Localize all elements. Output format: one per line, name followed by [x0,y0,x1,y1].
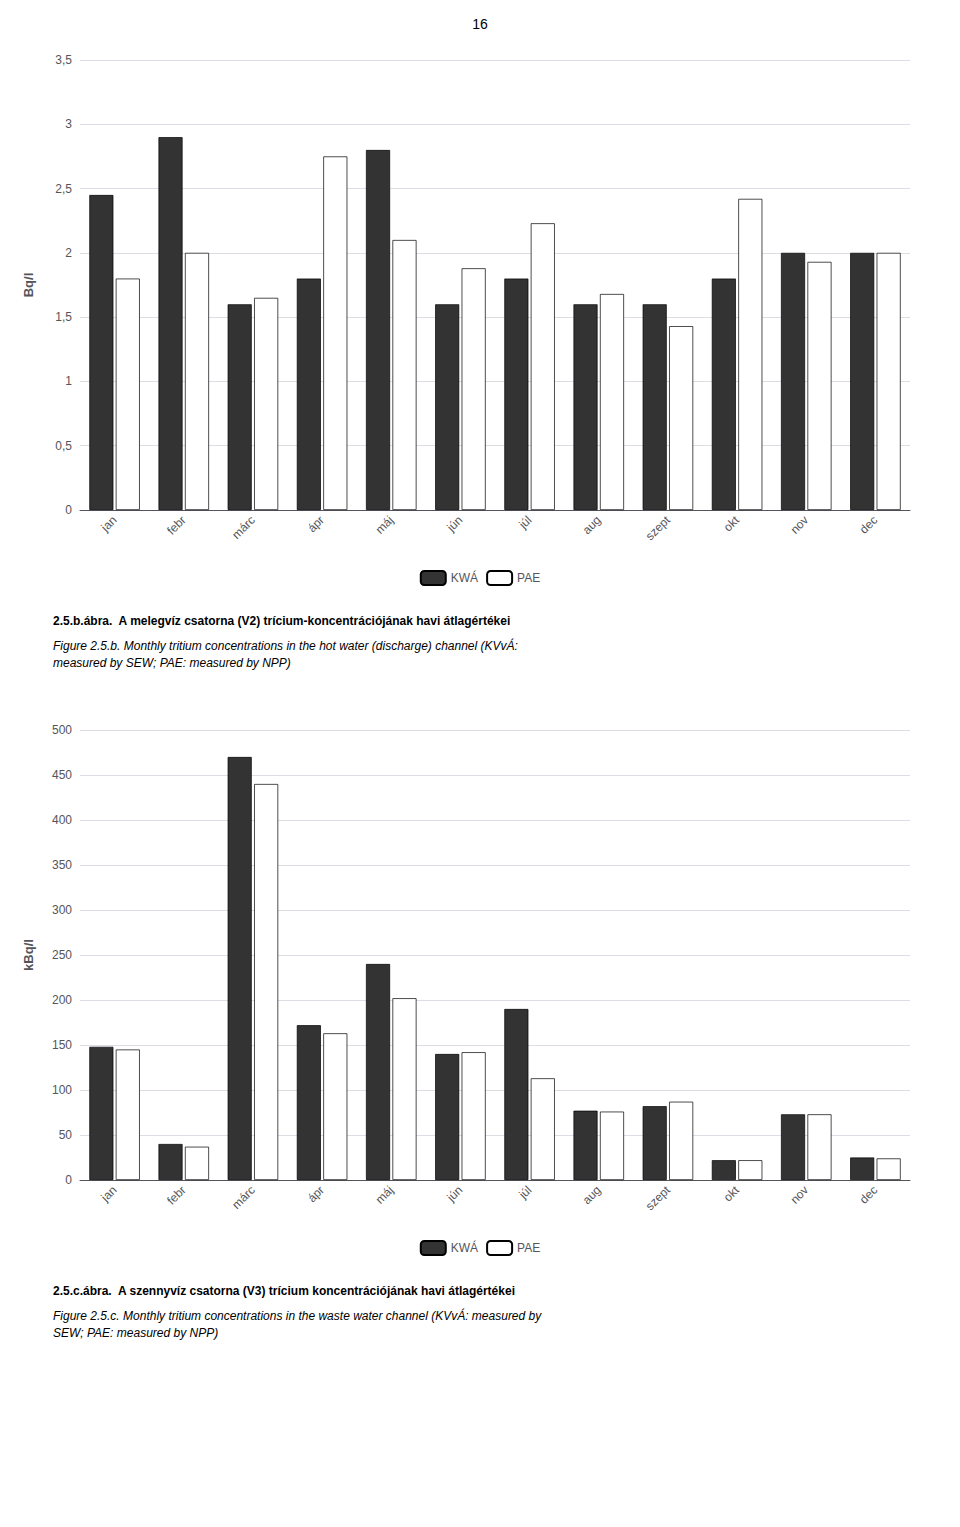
svg-text:350: 350 [52,858,72,872]
svg-text:100: 100 [52,1083,72,1097]
svg-text:aug: aug [580,513,604,537]
svg-text:0,5: 0,5 [55,439,72,453]
svg-text:okt: okt [721,1183,743,1205]
svg-text:dec: dec [857,513,881,537]
svg-text:2: 2 [65,246,72,260]
svg-text:nov: nov [788,513,812,537]
svg-text:150: 150 [52,1038,72,1052]
svg-text:200: 200 [52,993,72,1007]
svg-text:márc: márc [229,1183,258,1212]
svg-text:2,5: 2,5 [55,182,72,196]
svg-text:PAE: PAE [517,1241,540,1255]
svg-text:0: 0 [65,1173,72,1187]
svg-text:jún: jún [443,1183,465,1205]
svg-text:szept: szept [643,1183,674,1214]
svg-text:szept: szept [643,513,674,544]
svg-text:3,5: 3,5 [55,53,72,67]
svg-text:250: 250 [52,948,72,962]
svg-text:okt: okt [721,513,743,535]
svg-text:0: 0 [65,503,72,517]
svg-text:jún: jún [443,513,465,535]
svg-text:Figure 2.5.c. Monthly tritium: Figure 2.5.c. Monthly tritium concentrat… [53,1308,542,1323]
svg-text:PAE: PAE [517,571,540,585]
svg-text:300: 300 [52,903,72,917]
svg-text:SEW; PAE: measured by NPP): SEW; PAE: measured by NPP) [53,1326,218,1340]
svg-text:3: 3 [65,117,72,131]
svg-text:jan: jan [98,513,120,535]
svg-text:ápr: ápr [305,1183,327,1205]
svg-text:2.5.b.ábra. A melegvíz csator: 2.5.b.ábra. A melegvíz csatorna (V2) trí… [53,614,510,628]
svg-text:Figure 2.5.b. Monthly tritium: Figure 2.5.b. Monthly tritium concentrat… [53,638,518,653]
svg-text:máj: máj [373,1183,397,1207]
svg-text:márc: márc [229,513,258,542]
svg-text:júl: júl [515,513,534,532]
svg-text:febr: febr [164,513,189,538]
svg-text:nov: nov [788,1183,812,1207]
svg-text:500: 500 [52,723,72,737]
svg-text:1: 1 [65,374,72,388]
svg-text:aug: aug [580,1183,604,1207]
svg-text:Bq/l: Bq/l [21,273,36,298]
svg-text:júl: júl [515,1183,534,1202]
svg-text:2.5.c.ábra. A szennyvíz csato: 2.5.c.ábra. A szennyvíz csatorna (V3) tr… [53,1284,515,1298]
svg-text:dec: dec [857,1183,881,1207]
svg-text:400: 400 [52,813,72,827]
svg-text:16: 16 [472,16,488,32]
svg-text:measured by SEW; PAE: measured: measured by SEW; PAE: measured by NPP) [53,656,291,670]
svg-text:KWÁ: KWÁ [451,1240,478,1255]
svg-text:máj: máj [373,513,397,537]
svg-text:450: 450 [52,768,72,782]
svg-text:50: 50 [59,1128,73,1142]
svg-text:febr: febr [164,1183,189,1208]
svg-text:jan: jan [98,1183,120,1205]
svg-text:kBq/l: kBq/l [21,939,36,971]
svg-text:KWÁ: KWÁ [451,570,478,585]
svg-text:ápr: ápr [305,513,327,535]
svg-text:1,5: 1,5 [55,310,72,324]
